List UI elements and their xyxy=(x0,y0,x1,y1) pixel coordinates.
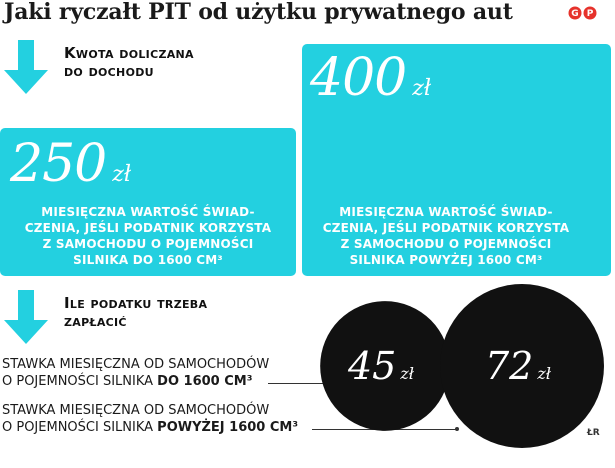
publisher-logo: G P xyxy=(568,6,597,20)
heading-line: Kwota doliczana xyxy=(64,44,194,62)
svg-text:P: P xyxy=(587,9,594,19)
amount-unit: zł xyxy=(112,162,131,187)
bubble-unit: zł xyxy=(399,364,414,383)
svg-text:G: G xyxy=(571,9,578,19)
bubble-label: 45 zł xyxy=(347,344,415,388)
section-heading-income: Kwota doliczana do dochodu xyxy=(64,44,194,80)
label-prefix: O POJEMNOŚCI SILNIKA xyxy=(2,420,158,435)
bubble-72 xyxy=(440,284,604,448)
desc-line: SILNIKA POWYŻEJ 1600 CM³ xyxy=(349,253,543,267)
label-line: O POJEMNOŚCI SILNIKA POWYŻEJ 1600 CM³ xyxy=(2,419,298,436)
box-amount: 400 zł xyxy=(310,48,431,108)
section-heading-tax: Ile podatku trzeba zapłacić xyxy=(64,294,207,330)
amount-value: 400 xyxy=(310,48,407,108)
label-line: STAWKA MIESIĘCZNA OD SAMOCHODÓW xyxy=(2,403,270,418)
desc-line: CZENIA, JEŚLI PODATNIK KORZYSTA xyxy=(24,221,272,235)
heading-line: zapłacić xyxy=(64,312,127,330)
rate-label-small-engine: STAWKA MIESIĘCZNA OD SAMOCHODÓW O POJEMN… xyxy=(2,356,269,390)
heading-line: do dochodu xyxy=(64,62,154,80)
desc-line: CZENIA, JEŚLI PODATNIK KORZYSTA xyxy=(322,221,570,235)
desc-line: SILNIKA DO 1600 CM³ xyxy=(73,253,223,267)
heading-line: Ile podatku trzeba xyxy=(64,294,208,312)
value-box-400: 400 zł MIESIĘCZNA WARTOŚĆ ŚWIAD- CZENIA, … xyxy=(302,44,611,276)
label-bold: DO 1600 CM³ xyxy=(157,374,253,389)
box-description: MIESIĘCZNA WARTOŚĆ ŚWIAD- CZENIA, JEŚLI … xyxy=(6,204,290,268)
bubble-value: 72 xyxy=(485,344,533,388)
down-arrow-icon xyxy=(4,40,48,94)
label-prefix: O POJEMNOŚCI SILNIKA xyxy=(2,374,158,389)
author-credit: ŁR xyxy=(587,428,600,438)
amount-value: 250 xyxy=(10,134,107,194)
box-description: MIESIĘCZNA WARTOŚĆ ŚWIAD- CZENIA, JEŚLI … xyxy=(308,204,584,268)
desc-line: MIESIĘCZNA WARTOŚĆ ŚWIAD- xyxy=(339,205,553,219)
desc-line: MIESIĘCZNA WARTOŚĆ ŚWIAD- xyxy=(41,205,255,219)
value-box-250: 250 zł MIESIĘCZNA WARTOŚĆ ŚWIAD- CZENIA, … xyxy=(0,128,296,276)
leader-dot xyxy=(455,427,459,431)
label-line: O POJEMNOŚCI SILNIKA DO 1600 CM³ xyxy=(2,373,269,390)
leader-line xyxy=(268,383,330,384)
down-arrow-icon xyxy=(4,290,48,344)
chart-title: Jaki ryczałt PIT od użytku prywatnego au… xyxy=(4,0,513,25)
bubble-value: 45 xyxy=(347,344,396,388)
desc-line: Z SAMOCHODU O POJEMNOŚCI xyxy=(340,237,552,251)
amount-unit: zł xyxy=(412,76,431,101)
bubble-45 xyxy=(320,301,450,431)
desc-line: Z SAMOCHODU O POJEMNOŚCI xyxy=(42,237,254,251)
rate-label-large-engine: STAWKA MIESIĘCZNA OD SAMOCHODÓW O POJEMN… xyxy=(2,402,298,436)
label-bold: POWYŻEJ 1600 CM³ xyxy=(157,420,299,435)
bubble-label: 72 zł xyxy=(485,344,552,388)
box-amount: 250 zł xyxy=(10,134,131,194)
label-line: STAWKA MIESIĘCZNA OD SAMOCHODÓW xyxy=(2,357,270,372)
bubble-unit: zł xyxy=(536,364,551,383)
